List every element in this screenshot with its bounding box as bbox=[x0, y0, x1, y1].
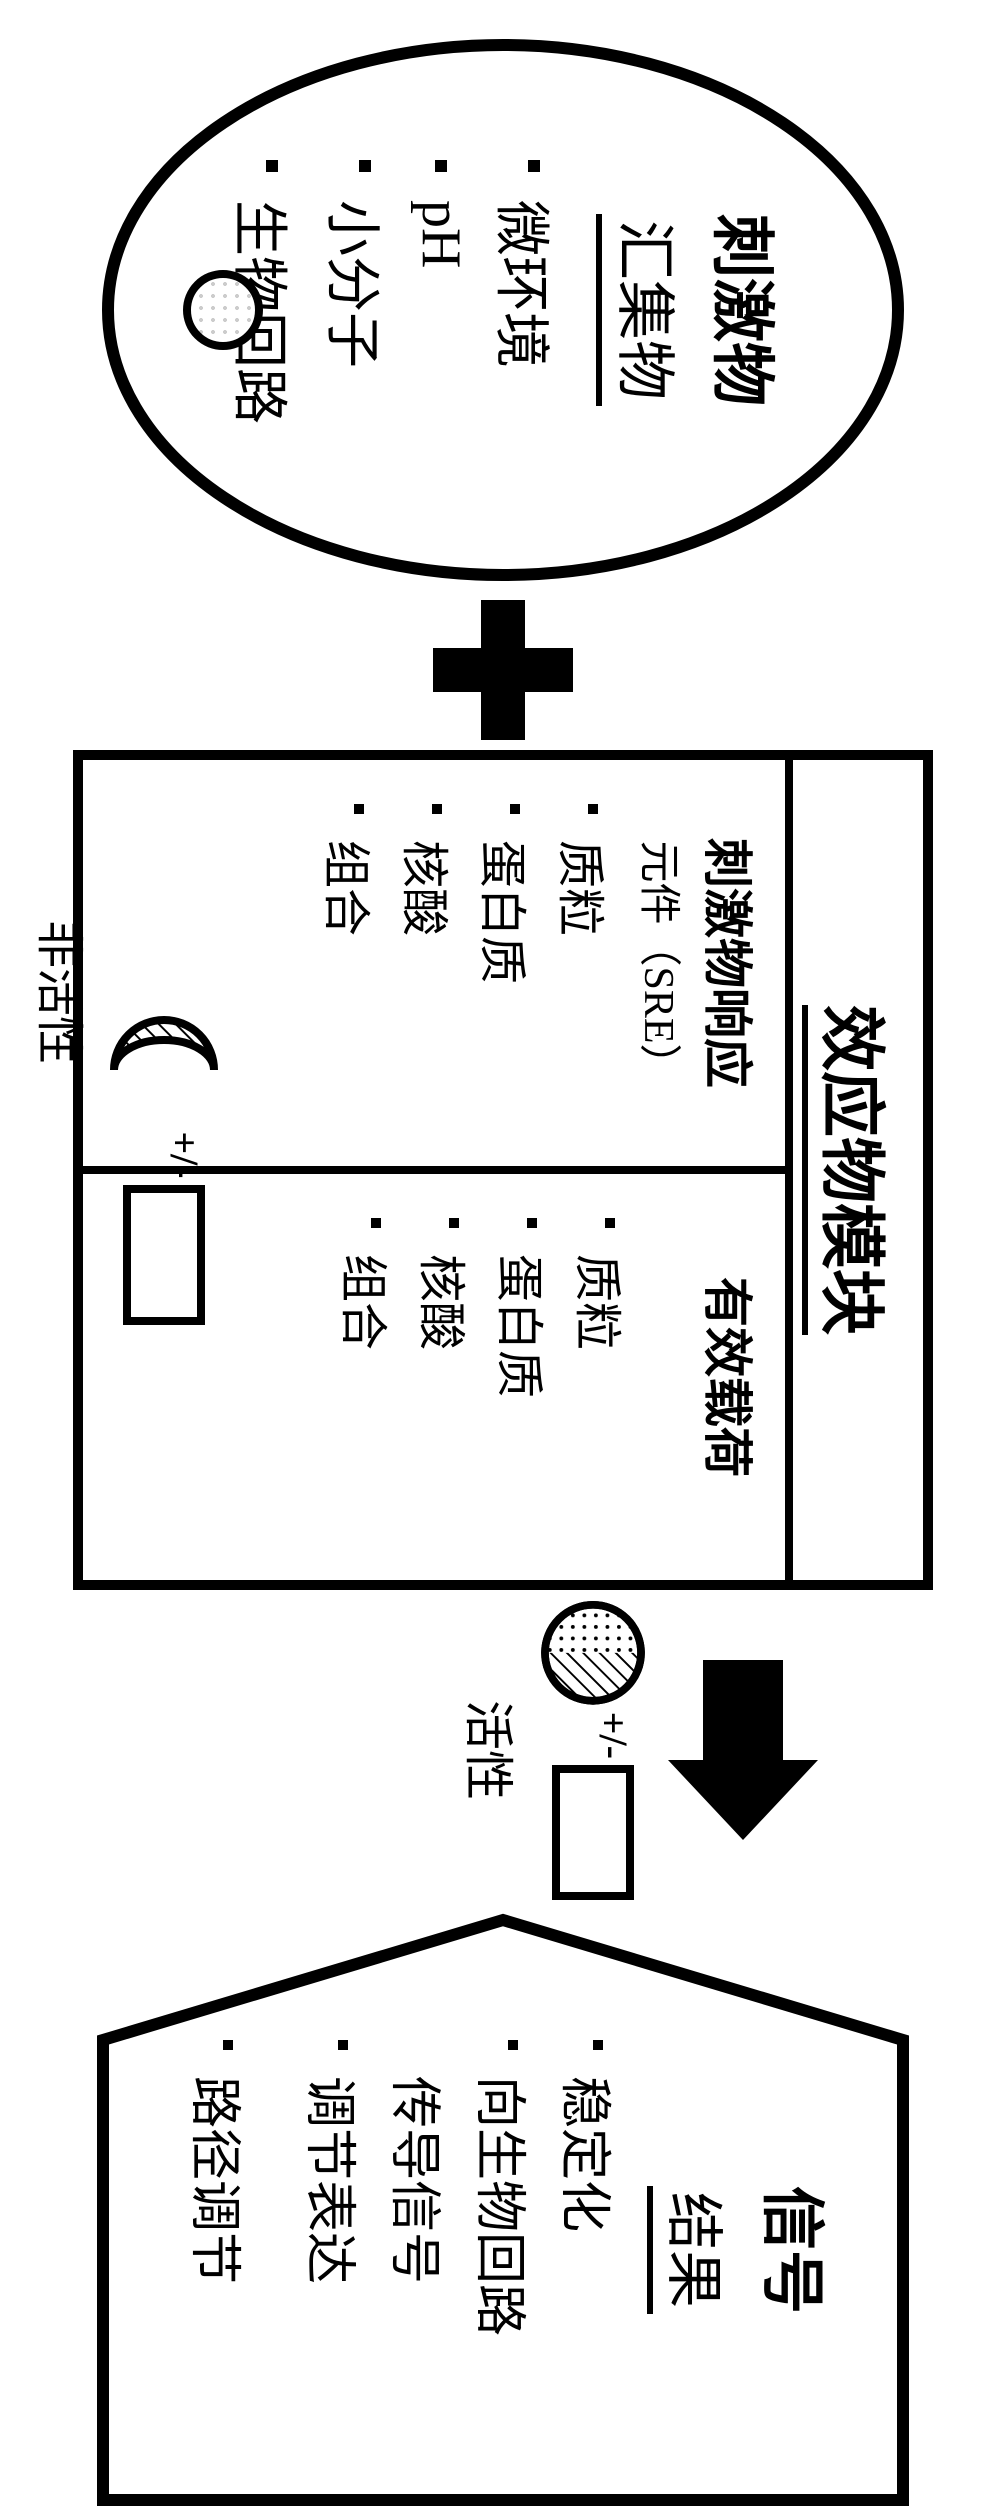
stimulus-item: 小分子 bbox=[316, 160, 397, 500]
signal-block: 信号 结果 稳定化 向生物回路 传导信号 调节表达 路径调节 bbox=[83, 1910, 923, 2510]
signal-item-line2: 传导信号 bbox=[382, 2040, 457, 2470]
signal-item: 调节表达 bbox=[297, 2040, 372, 2470]
active-circle-icon bbox=[538, 1600, 648, 1706]
signal-subtitle: 结果 bbox=[647, 2186, 741, 2314]
stimulus-content: 刺激物 汇集物 微环境 pH 小分子 生物回路 bbox=[211, 120, 793, 500]
signal-list: 稳定化 向生物回路 传导信号 调节表达 路径调节 bbox=[182, 2030, 627, 2470]
diagram-row: 刺激物 汇集物 微环境 pH 小分子 生物回路 效应物模块 刺激物 bbox=[0, 0, 1006, 2467]
payload-item: 蛋白质 bbox=[489, 1218, 559, 1566]
signal-item: 路径调节 bbox=[182, 2040, 257, 2470]
sre-item: 组合 bbox=[316, 804, 386, 1152]
payload-item: 核酸 bbox=[411, 1218, 481, 1566]
stimulus-item: pH bbox=[409, 160, 473, 500]
sre-column-subtitle: 元件（SRE） bbox=[632, 774, 693, 1152]
stimulus-list: 微环境 pH 小分子 生物回路 bbox=[223, 120, 566, 500]
sre-item: 蛋白质 bbox=[472, 804, 542, 1152]
stimulus-item: 微环境 bbox=[485, 160, 566, 500]
payload-rect-icon bbox=[552, 1765, 634, 1900]
payload-item: 质粒 bbox=[567, 1218, 637, 1566]
sre-column-title: 刺激物响应 bbox=[695, 774, 767, 1152]
plus-connector-icon bbox=[433, 600, 573, 740]
plus-minus-label: +/- bbox=[164, 1131, 204, 1178]
effector-module-title: 效应物模块 bbox=[803, 760, 923, 1580]
stimulus-subtitle: 汇集物 bbox=[596, 214, 693, 406]
payload-rect-icon bbox=[123, 1185, 205, 1325]
stimulus-ligand-icon bbox=[183, 270, 263, 350]
sre-item: 核酸 bbox=[394, 804, 464, 1152]
signal-title: 信号 bbox=[751, 2030, 843, 2470]
sre-item: 质粒 bbox=[550, 804, 620, 1152]
sre-list: 质粒 蛋白质 核酸 组合 bbox=[316, 774, 620, 1152]
effector-module-block: 效应物模块 刺激物响应 元件（SRE） 质粒 蛋白质 核酸 组合 有效载荷 bbox=[73, 750, 933, 1590]
payload-column-title: 有效载荷 bbox=[695, 1188, 767, 1566]
stimulus-title: 刺激物 bbox=[701, 120, 793, 500]
payload-list: 质粒 蛋白质 核酸 组合 bbox=[333, 1188, 637, 1566]
active-element-icon: +/- 活性 bbox=[388, 1600, 648, 1900]
stimulus-block: 刺激物 汇集物 微环境 pH 小分子 生物回路 bbox=[93, 30, 913, 590]
signal-content: 信号 结果 稳定化 向生物回路 传导信号 调节表达 路径调节 bbox=[172, 2030, 843, 2470]
plus-minus-label: +/- bbox=[593, 1712, 633, 1759]
payload-item: 组合 bbox=[333, 1218, 403, 1566]
signal-item: 稳定化 bbox=[552, 2040, 627, 2470]
signal-item: 向生物回路 bbox=[467, 2040, 542, 2470]
transition-group: +/- 活性 bbox=[358, 1600, 648, 1900]
inactive-label: 非活性 bbox=[29, 920, 99, 1064]
big-arrow-icon bbox=[658, 1660, 828, 1840]
crescent-hatched-icon bbox=[109, 1015, 219, 1125]
diagram-stage: 刺激物 汇集物 微环境 pH 小分子 生物回路 效应物模块 刺激物 bbox=[0, 0, 1006, 2467]
inactive-element-icon: +/- 非活性 bbox=[109, 760, 219, 1580]
active-label: 活性 bbox=[456, 1600, 528, 1900]
